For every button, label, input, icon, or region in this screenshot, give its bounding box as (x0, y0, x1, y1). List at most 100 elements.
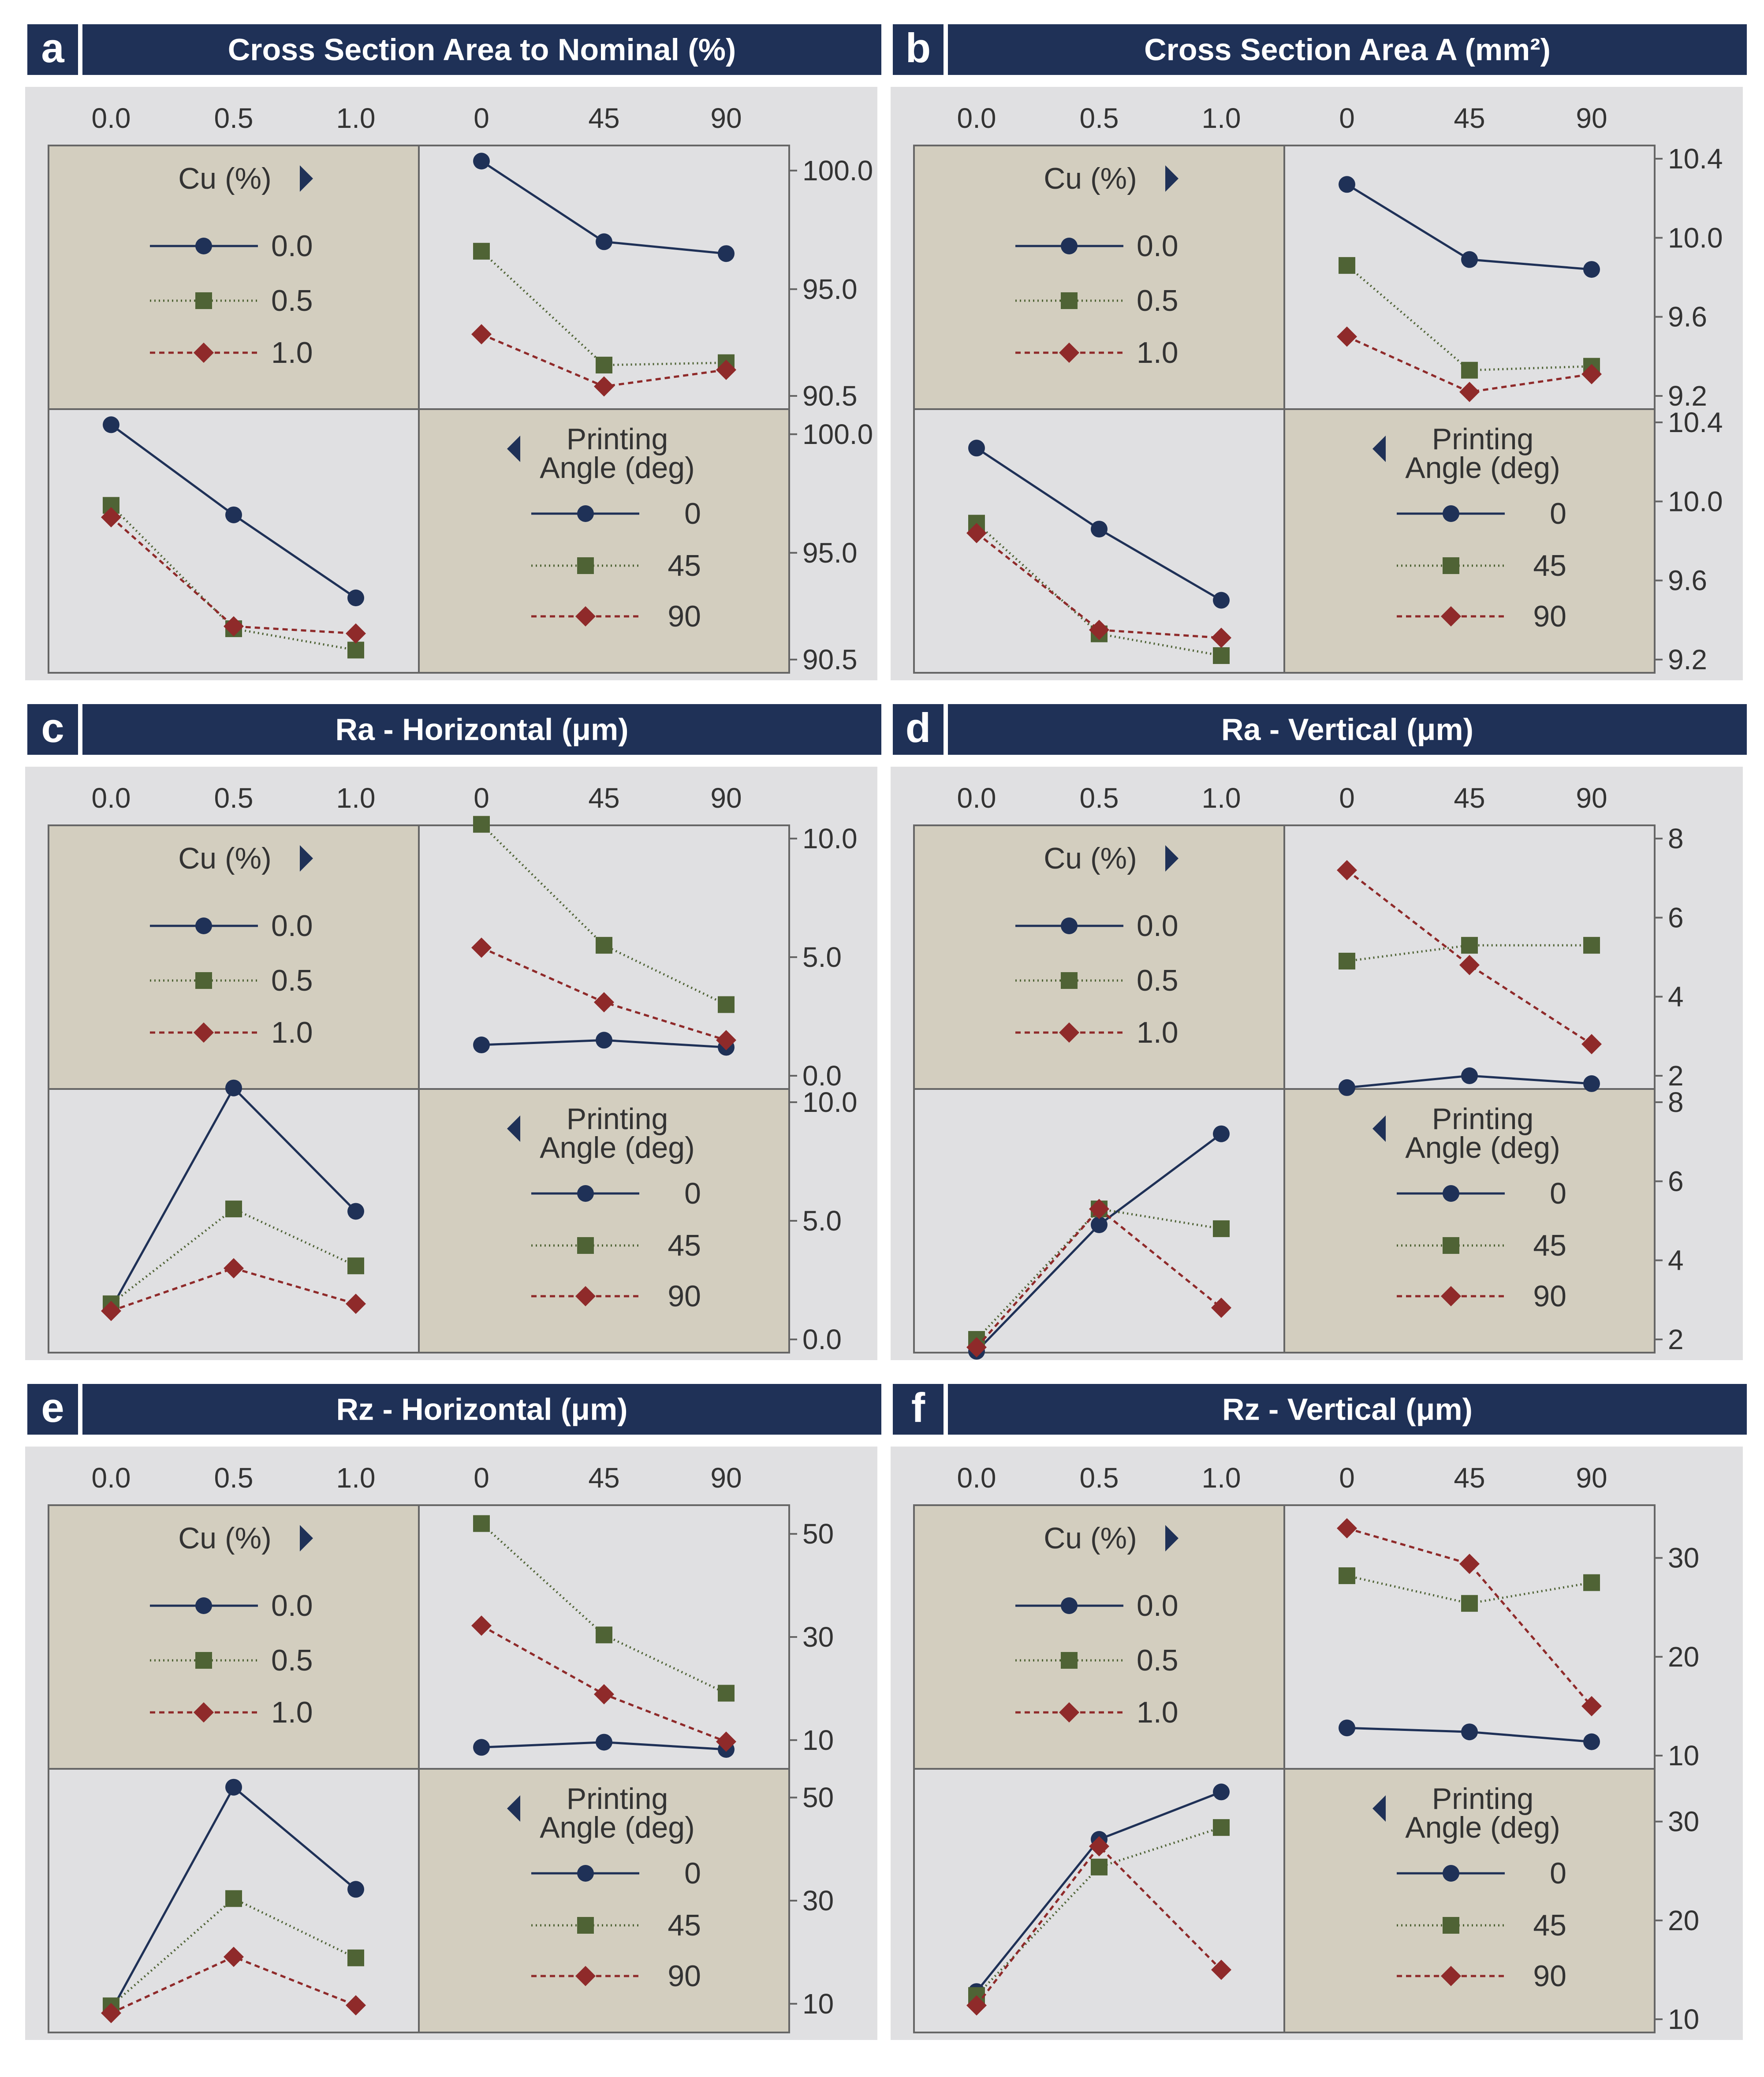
point-angle-45 (1213, 1220, 1230, 1237)
point-angle-90 (101, 507, 121, 528)
x-tick-cu: 1.0 (1202, 102, 1241, 134)
y-tick-label: 10.0 (1668, 485, 1723, 517)
panel-label: e (41, 1384, 64, 1431)
y-tick-label: 9.2 (1668, 644, 1707, 675)
arrow-right-icon (300, 845, 313, 872)
y-tick-label: 9.2 (1668, 380, 1707, 412)
point-angle-90 (346, 1294, 366, 1314)
angle-legend-cell (419, 409, 789, 673)
legend-label-cu: 0.5 (1137, 1644, 1178, 1677)
point-angle-90 (224, 616, 244, 637)
point-cu-1.0 (1459, 955, 1480, 975)
point-cu-0.5 (473, 242, 490, 260)
x-tick-angle: 0 (1339, 782, 1355, 814)
arrow-left-icon (1372, 436, 1386, 462)
point-angle-0 (225, 1079, 242, 1096)
point-cu-0.0 (1461, 1067, 1478, 1084)
panel-f: f Rz - Vertical (μm) 0.0 0.5 1.0 0 45 90 10 20 30 1… (891, 1384, 1747, 2040)
point-cu-0.0 (596, 1032, 612, 1049)
panel-label-box (893, 704, 944, 755)
point-cu-0.5 (1339, 257, 1355, 274)
legend-marker-angle-45 (1443, 1237, 1459, 1254)
angle-legend-cell (1284, 1769, 1655, 2032)
legend-label-cu: 0.0 (271, 1589, 313, 1622)
legend-marker-angle-0 (577, 1865, 594, 1882)
angle-legend-title-1: Printing (1432, 1102, 1534, 1136)
panel-title: Ra - Horizontal (μm) (335, 712, 628, 747)
x-tick-cu: 0.0 (957, 102, 996, 134)
legend-marker-cu-0.0 (1061, 1597, 1078, 1614)
point-cu-0.5 (1461, 937, 1478, 954)
point-cu-0.0 (1339, 1079, 1355, 1096)
x-tick-angle: 90 (710, 1462, 742, 1494)
legend-label-angle: 45 (1533, 549, 1566, 582)
panel-title-bar (82, 24, 881, 75)
cu-legend-cell (914, 825, 1284, 1089)
y-tick-label: 20 (1668, 1641, 1699, 1673)
x-tick-cu: 0.0 (92, 1462, 131, 1494)
x-tick-angle: 45 (1454, 1462, 1485, 1494)
legend-label-angle: 90 (668, 1959, 701, 1993)
y-tick-label: 10 (1668, 2003, 1699, 2035)
panel-label: d (906, 705, 931, 751)
legend-label-angle: 0 (1550, 1177, 1566, 1210)
y-tick-label: 20 (1668, 1905, 1699, 1936)
legend-label-cu: 0.0 (1137, 1589, 1178, 1622)
legend-marker-cu-0.5 (195, 292, 212, 309)
y-tick-label: 95.0 (802, 273, 858, 305)
x-tick-cu: 0.5 (1080, 1462, 1119, 1494)
y-tick-label: 5.0 (802, 941, 842, 973)
point-cu-0.5 (1583, 937, 1600, 954)
legend-label-angle: 90 (1533, 1959, 1566, 1993)
x-tick-cu: 0.5 (1080, 782, 1119, 814)
panel-title: Ra - Vertical (μm) (1221, 712, 1473, 747)
angle-legend-cell (1284, 1089, 1655, 1353)
point-cu-0.5 (473, 816, 490, 833)
legend-marker-angle-45 (1443, 1917, 1459, 1934)
point-cu-1.0 (716, 1731, 736, 1752)
point-cu-1.0 (1337, 1518, 1357, 1539)
cu-legend-title: Cu (%) (178, 162, 272, 195)
cu-legend-cell (48, 1505, 419, 1769)
y-tick-label: 6 (1668, 1165, 1684, 1197)
cu-legend-cell (914, 145, 1284, 409)
series-line-cu-0.5 (481, 1522, 727, 1694)
legend-label-cu: 1.0 (1137, 1696, 1178, 1729)
legend-marker-angle-0 (1443, 1185, 1459, 1202)
point-angle-0 (225, 506, 242, 523)
x-tick-cu: 0.5 (214, 1462, 254, 1494)
point-cu-0.0 (1339, 1719, 1355, 1737)
point-cu-0.0 (473, 1739, 490, 1756)
x-tick-cu: 0.5 (214, 102, 254, 134)
y-tick-label: 8 (1668, 823, 1684, 854)
point-angle-0 (347, 1203, 364, 1220)
point-angle-45 (347, 1949, 364, 1966)
cu-legend-title: Cu (%) (178, 842, 272, 875)
point-cu-1.0 (716, 359, 736, 380)
legend-marker-angle-90 (1441, 1966, 1461, 1986)
legend-marker-cu-0.0 (1061, 238, 1078, 254)
cu-legend-title: Cu (%) (1044, 1521, 1137, 1555)
panel-title: Rz - Vertical (μm) (1222, 1392, 1473, 1427)
point-angle-90 (346, 1995, 366, 2016)
legend-label-cu: 1.0 (271, 336, 313, 369)
panel-title: Rz - Horizontal (μm) (336, 1392, 627, 1427)
angle-legend-title-2: Angle (deg) (540, 1811, 695, 1844)
y-tick-label: 30 (1668, 1542, 1699, 1574)
point-cu-0.5 (473, 1515, 490, 1532)
legend-marker-cu-1.0 (194, 343, 214, 363)
y-tick-label: 10 (1668, 1740, 1699, 1771)
point-cu-1.0 (1581, 1034, 1602, 1055)
point-cu-1.0 (1581, 364, 1602, 384)
angle-legend-title-2: Angle (deg) (1405, 451, 1560, 485)
legend-label-cu: 1.0 (271, 1016, 313, 1049)
point-angle-0 (347, 589, 364, 607)
point-angle-90 (1211, 1959, 1231, 1980)
y-tick-label: 10.4 (1668, 406, 1723, 438)
arrow-right-icon (1165, 165, 1178, 192)
angle-legend-cell (419, 1769, 789, 2032)
point-angle-45 (1213, 647, 1230, 664)
legend-marker-cu-1.0 (1059, 1022, 1079, 1043)
point-cu-0.0 (718, 245, 735, 262)
